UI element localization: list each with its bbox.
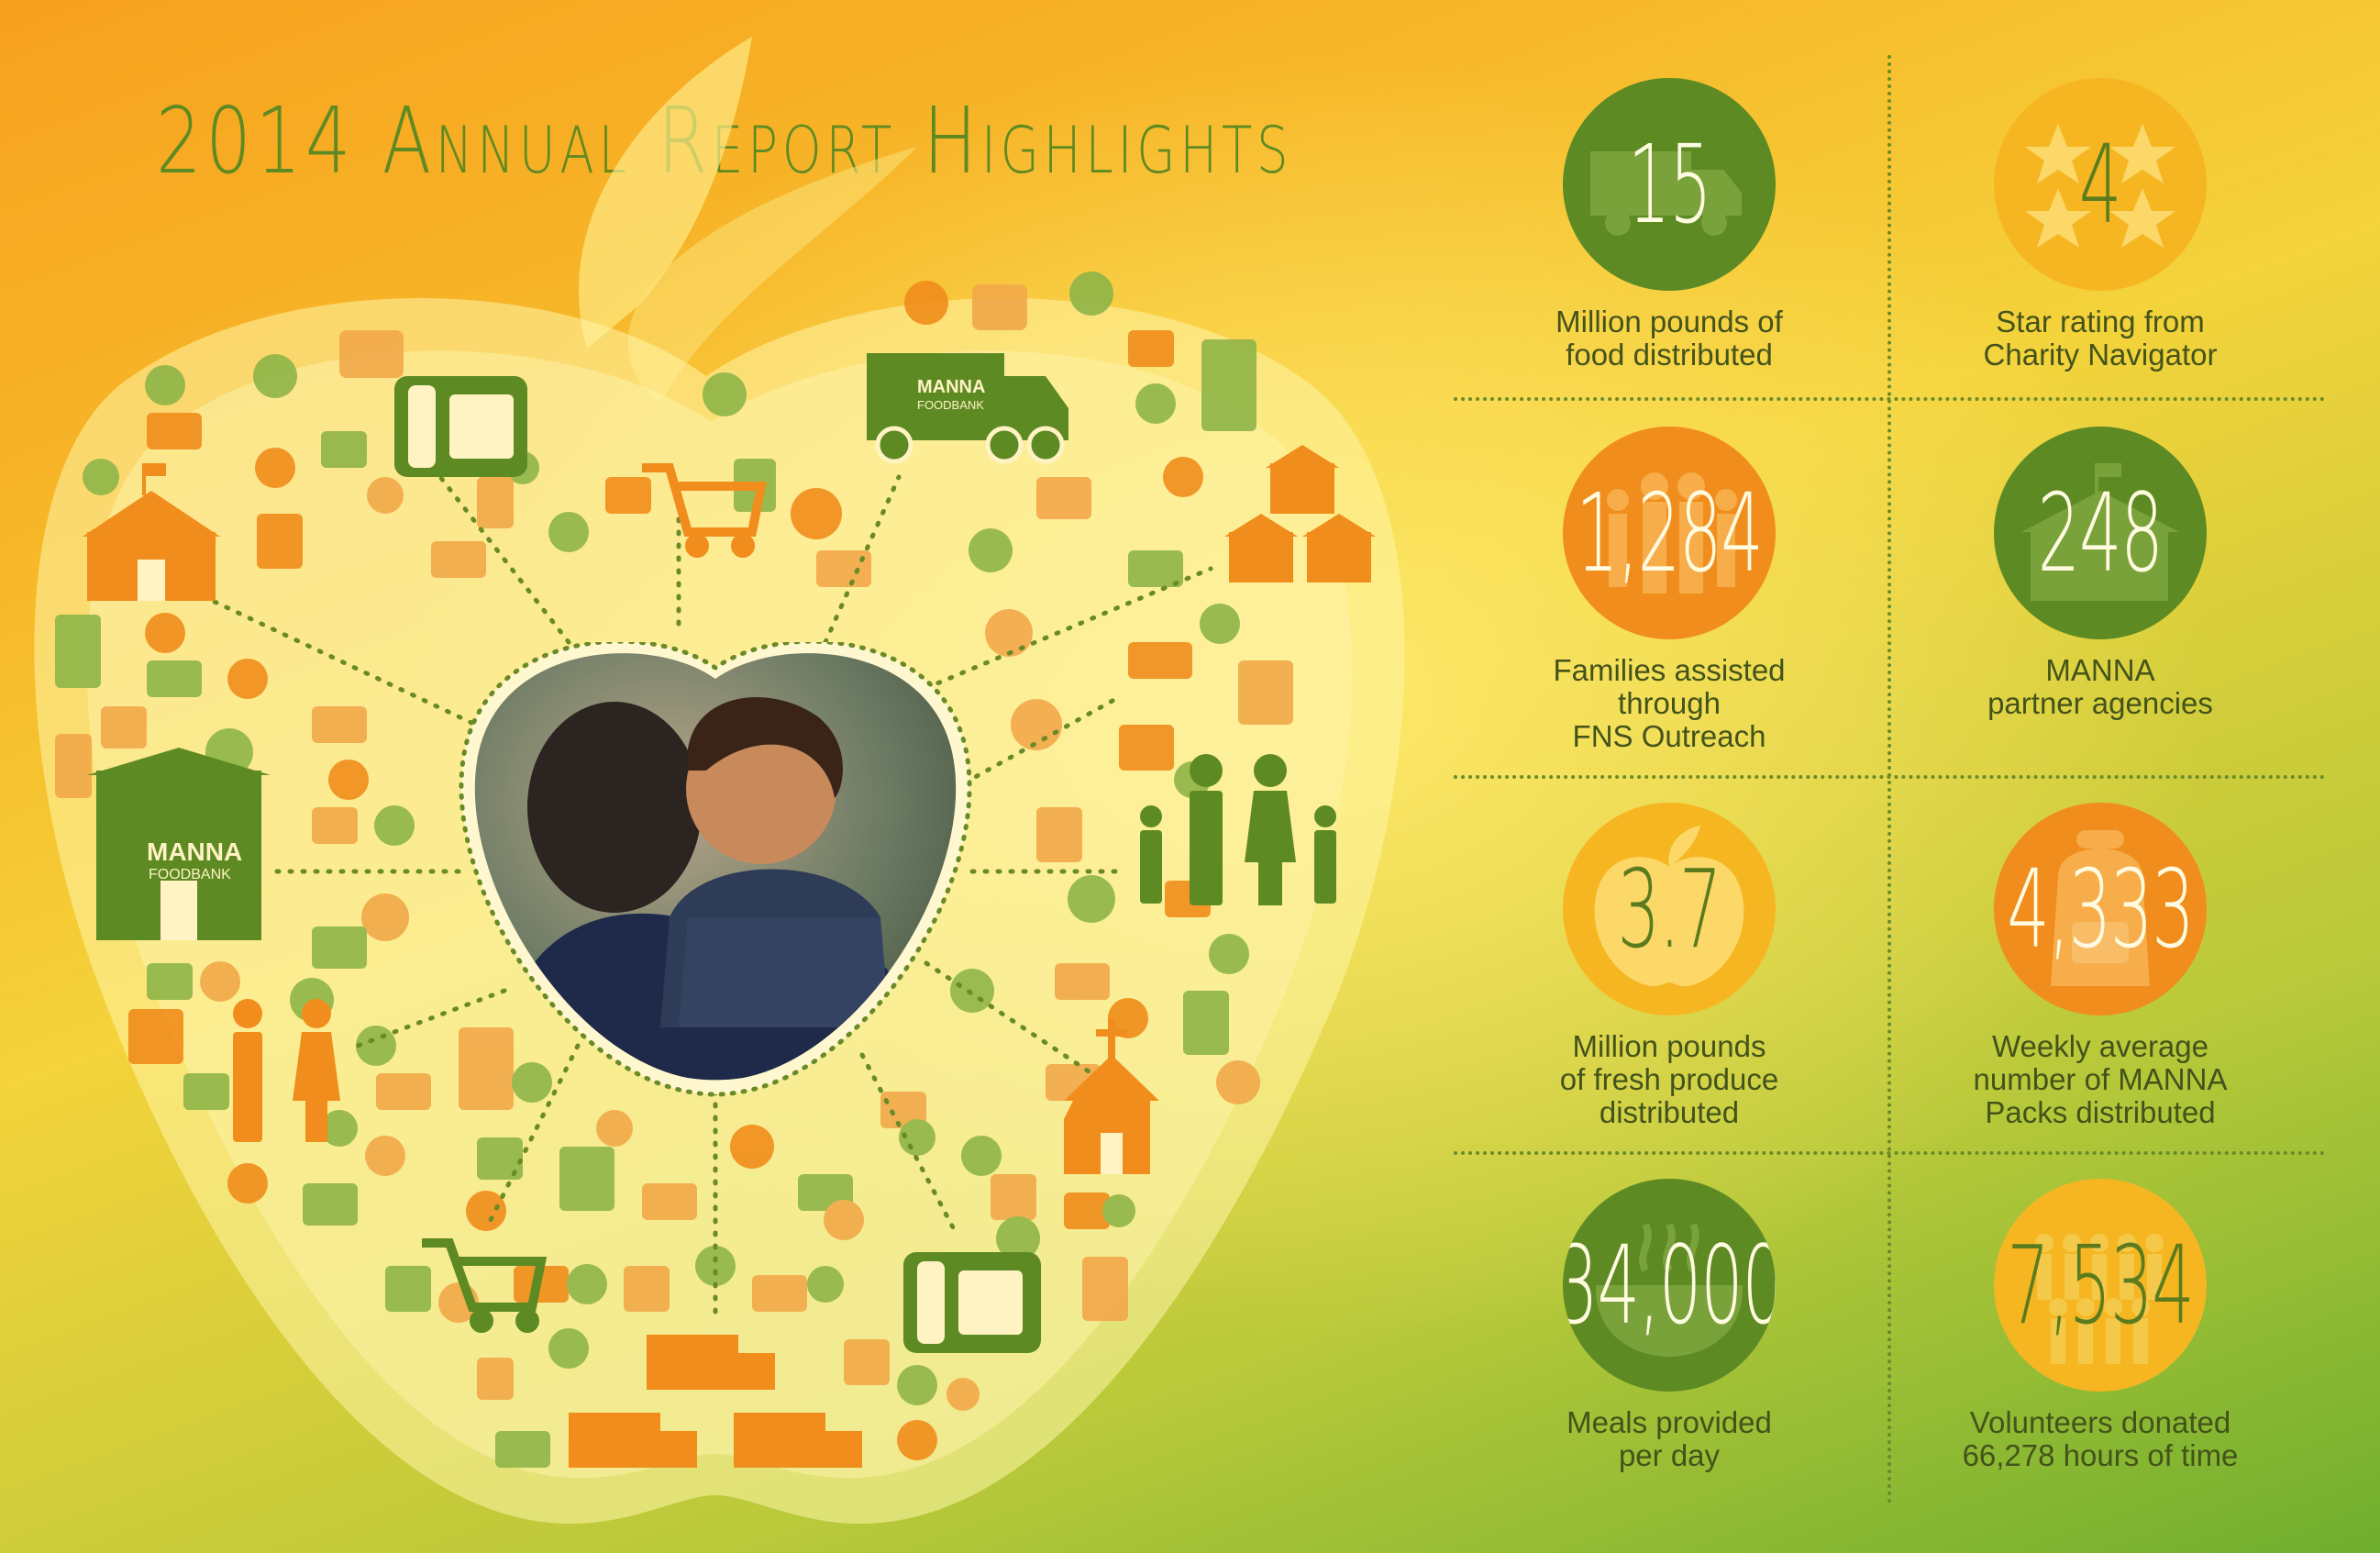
stat-label: Volunteers donated 66,278 hours of time	[1962, 1405, 2239, 1472]
stat-fresh-produce: 3.7 Million pounds of fresh produce dist…	[1458, 803, 1880, 1129]
phone-icon	[394, 376, 527, 477]
bowl-icon	[1595, 1223, 1743, 1358]
backpack-icon	[2051, 830, 2150, 986]
stat-circle: 15	[1563, 78, 1776, 291]
school-icon	[83, 463, 220, 601]
trucks-icon	[569, 1335, 862, 1468]
apple-stem-icon	[627, 147, 917, 404]
stat-value: 15	[1627, 121, 1712, 248]
stat-label: MANNA partner agencies	[1987, 653, 2213, 720]
stat-circle: 7,534	[1994, 1179, 2207, 1392]
manna-truck-sub: FOODBANK	[917, 398, 984, 412]
horizontal-divider-1	[1454, 397, 2325, 401]
stat-value: 248	[2038, 470, 2164, 596]
stat-manna-packs: 4,333 Weekly average number of MANNA Pac…	[1889, 803, 2311, 1129]
leaf-icon	[579, 37, 752, 349]
stat-circle: 3.7	[1563, 803, 1776, 1015]
stat-star-rating: 4 Star rating from Charity Navigator	[1889, 78, 2311, 372]
phone-icon-bottom	[903, 1252, 1041, 1353]
stat-circle: 4	[1994, 78, 2207, 291]
manna-truck-brand: MANNA	[917, 377, 985, 397]
truck-icon	[1590, 151, 1742, 236]
houses-icon	[1224, 445, 1376, 582]
stat-circle: 1,284	[1563, 427, 1776, 639]
stat-label: Families assisted through FNS Outreach	[1553, 653, 1786, 753]
stat-value: 1,284	[1576, 470, 1763, 596]
volunteers-icon	[2035, 1234, 2164, 1364]
couple-icon	[233, 999, 340, 1142]
stars-icon	[2025, 124, 2175, 248]
church-icon	[1064, 1018, 1159, 1174]
stat-volunteers: 7,534 Volunteers donated 66,278 hours of…	[1889, 1179, 2311, 1472]
stat-value: 4,333	[2007, 846, 2194, 972]
shopping-cart-icon	[642, 463, 768, 558]
manna-warehouse-icon	[87, 748, 271, 940]
family-icon	[1140, 754, 1336, 905]
stat-label: Star rating from Charity Navigator	[1983, 305, 2218, 372]
manna-warehouse-brand: MANNA	[147, 838, 242, 866]
stat-label: Weekly average number of MANNA Packs dis…	[1973, 1029, 2228, 1129]
manna-truck-icon	[867, 353, 1068, 464]
stat-label: Meals provided per day	[1566, 1405, 1772, 1472]
stat-value: 3.7	[1617, 846, 1722, 972]
family-photo	[459, 642, 972, 1097]
stat-value: 7,534	[2007, 1222, 2194, 1348]
apple-icon	[1594, 826, 1744, 986]
stat-label: Million pounds of food distributed	[1555, 305, 1783, 372]
family-icon	[1607, 472, 1737, 593]
stat-food-distributed: 15 Million pounds of food distributed	[1458, 78, 1880, 372]
stat-label: Million pounds of fresh produce distribu…	[1559, 1029, 1779, 1129]
stat-families-assisted: 1,284 Families assisted through FNS Outr…	[1458, 427, 1880, 753]
stat-meals-provided: 34,000 Meals provided per day	[1458, 1179, 1880, 1472]
stat-circle: 34,000	[1563, 1179, 1776, 1392]
shopping-cart-icon-bottom	[422, 1238, 548, 1333]
building-icon	[2021, 463, 2179, 601]
horizontal-divider-3	[1454, 1151, 2325, 1155]
stat-value: 34,000	[1563, 1222, 1776, 1348]
horizontal-divider-2	[1454, 775, 2325, 779]
stat-partner-agencies: 248 MANNA partner agencies	[1889, 427, 2311, 720]
stat-value: 4	[2079, 121, 2122, 248]
manna-warehouse-sub: FOODBANK	[149, 867, 231, 882]
vertical-divider	[1887, 55, 1891, 1504]
stat-circle: 4,333	[1994, 803, 2207, 1015]
stat-circle: 248	[1994, 427, 2207, 639]
